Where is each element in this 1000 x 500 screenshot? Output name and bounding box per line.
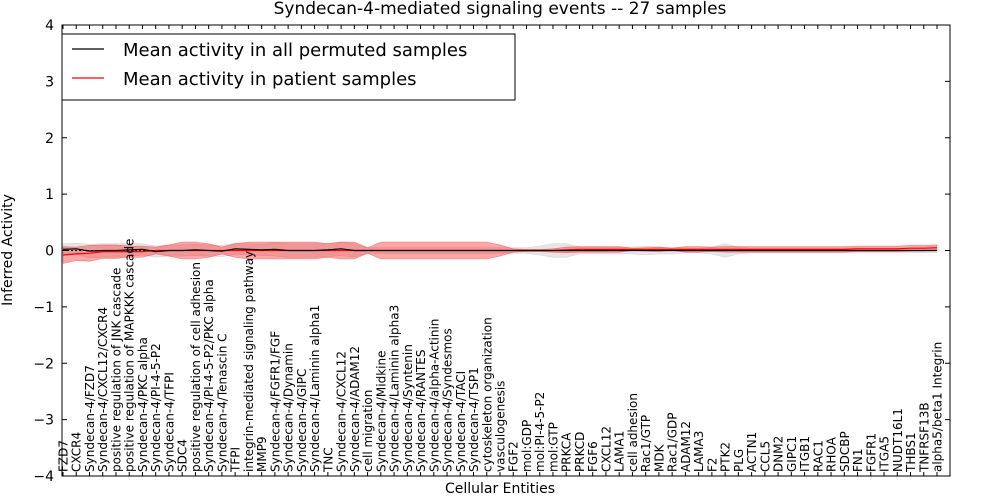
x-tick-label: positive regulation of cell adhesion [189,262,203,472]
y-tick-label: 2 [45,131,54,147]
x-tick-label: Syndecan-4/FZD7 [83,365,97,472]
x-tick-label: ITGB1 [798,436,812,472]
x-tick-label: TFPI [229,447,243,473]
x-tick-label: CXCL12 [599,426,613,472]
x-tick-label: PRKCA [560,432,574,472]
series-lines [62,247,938,256]
x-tick-label: positive regulation of JNK cascade [110,268,124,472]
x-tick-label: Syndecan-4/CXCL12/CXCR4 [96,307,110,472]
x-tick-label: ITGA5 [878,436,892,472]
x-tick-label: F2 [705,457,719,472]
x-tick-label: SDCBP [838,431,852,472]
x-tick-label: positive regulation of MAPKKK cascade [123,239,137,472]
x-tick-label: cell migration [361,390,375,472]
x-tick-label: Syndecan-4/TSP1 [467,367,481,472]
x-tick-label: FGF6 [586,441,600,472]
x-tick-label: Rac1/GTP [639,415,653,472]
y-tick-label: 1 [45,187,54,203]
x-tick-label: Rac1/GDP [666,413,680,472]
x-tick-label: PTK2 [719,442,733,472]
y-tick-label: 0 [45,244,54,260]
legend-label-permuted: Mean activity in all permuted samples [123,40,467,61]
x-tick-label: Syndecan-4/Laminin alpha1 [308,305,322,472]
x-tick-label: Syndecan-4/GIPC [295,369,309,472]
x-tick-label: RAC1 [811,440,825,472]
x-tick-label: LAMA3 [692,431,706,472]
x-tick-label: mol:PI-4-5-P2 [533,392,547,472]
x-tick-label: ACTN1 [745,432,759,472]
x-tick-label: mol:GTP [547,422,561,472]
x-tick-label: Syndecan-4/PI-4-5-P2 [149,343,163,472]
x-tick-label: MDK [652,443,666,472]
x-tick-label: Syndecan-4/RANTES [414,350,428,472]
y-tick-label: −3 [33,413,54,429]
x-tick-label: THBS1 [904,432,918,473]
confidence-bands [62,241,938,264]
x-tick-label: TNFRSF13B [917,402,931,473]
y-tick-label: 3 [45,74,54,90]
x-tick-label: PLG [732,449,746,472]
x-tick-label: ADAM12 [679,421,693,472]
legend-label-patient: Mean activity in patient samples [123,69,417,90]
x-tick-label: Syndecan-4/Midkine [374,351,388,472]
x-tick-label: FGF2 [507,441,521,472]
y-tick-label: −2 [33,356,54,372]
x-tick-label: FGFR1 [864,433,878,472]
x-tick-label: Syndecan-4/Syndesmos [441,328,455,472]
legend-box [61,33,516,101]
x-tick-label: cytoskeleton organization [480,317,494,472]
x-tick-label: TNC [321,447,335,473]
x-axis-label: Cellular Entities [445,481,555,497]
x-tick-label: integrin-mediated signaling pathway [242,251,256,472]
x-tick-label: GIPC1 [785,436,799,472]
x-tick-label: CCL5 [758,441,772,472]
x-tick-label: Syndecan-4/PI-4-5-P2/PKC alpha [202,279,216,472]
x-tick-label: FN1 [851,448,865,472]
x-tick-label: SDC4 [176,439,190,472]
x-tick-label: RHOA [825,436,839,472]
x-tick-label: NUDT16L1 [891,408,905,472]
x-tick-label: MMP9 [255,436,269,472]
x-tick-label: mol:GDP [520,420,534,472]
x-tick-label: DNM2 [772,436,786,472]
y-tick-label: −4 [33,469,54,485]
x-tick-label: FZD7 [57,440,71,472]
y-tick-label: −1 [33,300,54,316]
x-tick-label: vasculogenesis [494,381,508,472]
x-tick-label: Syndecan-4/PKC alpha [136,337,150,472]
x-tick-label: Syndecan-4/ADAM12 [348,346,362,472]
x-tick-label: Syndecan-4/TACI [454,371,468,472]
series-line-permuted [62,248,937,253]
x-tick-label: LAMA1 [613,431,627,472]
y-axis-ticks: −4 −3 −2 −1 0 1 2 3 4 [33,18,950,485]
x-tick-label: Syndecan-4/TFPI [162,372,176,472]
x-tick-label: PRKCD [573,432,587,472]
x-tick-label: Syndecan-4/Tenascin C [215,333,229,472]
y-tick-label: 4 [45,18,54,34]
x-tick-label: Syndecan-4/alpha-Actinin [427,319,441,472]
x-tick-label: Syndecan-4/Dynamin [282,343,296,472]
x-tick-label: CXCR4 [70,432,84,472]
chart-title: Syndecan-4-mediated signaling events -- … [274,0,727,19]
x-tick-label: alpha5/beta1 Integrin [931,342,945,472]
y-axis-label: Inferred Activity [0,194,16,306]
x-tick-label: Syndecan-4/Syntenin [401,344,415,472]
x-tick-label: Syndecan-4/CXCL12 [335,351,349,472]
x-tick-label: cell adhesion [626,393,640,472]
legend: Mean activity in all permuted samples Me… [61,33,516,101]
x-tick-label: Syndecan-4/FGFR1/FGF [268,331,282,472]
x-axis-ticks: FZD7 CXCR4 Syndecan-4/FZD7 Syndecan-4/CXCL1… [57,25,945,476]
x-tick-label: Syndecan-4/Laminin alpha3 [388,305,402,472]
plot-frame [61,24,951,477]
